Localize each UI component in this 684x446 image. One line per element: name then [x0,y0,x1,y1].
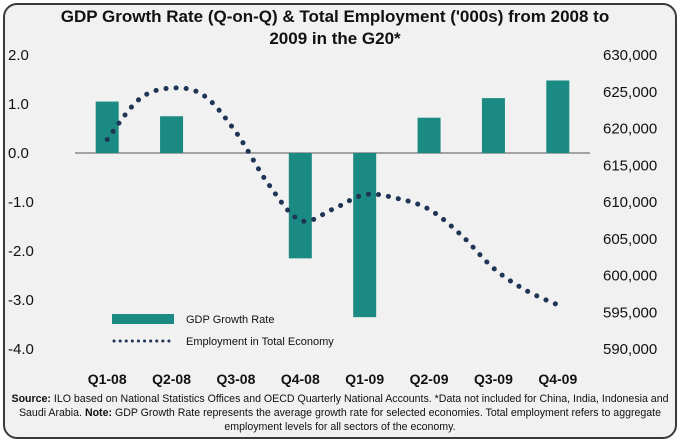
chart-frame [3,3,677,439]
line-layer [104,85,561,308]
right-tick-label: 610,000 [603,194,657,211]
right-tick-label: 620,000 [603,121,657,138]
source-text: ILO based on National Statistics Offices… [18,393,669,419]
left-tick-label: 2.0 [8,47,29,64]
gdp-bar [95,101,119,153]
right-tick-label: 600,000 [603,268,657,285]
note-text: GDP Growth Rate represents the average g… [112,407,662,433]
gdp-bar [546,80,570,153]
right-tick-label: 595,000 [603,304,657,321]
category-label: Q2-09 [410,371,449,387]
legend-label-gdp: GDP Growth Rate [186,314,274,326]
category-label: Q4-09 [538,371,577,387]
category-label: Q2-08 [152,371,191,387]
legend-label-employment: Employment in Total Economy [186,336,334,348]
gdp-bar [417,117,441,153]
gdp-bar [481,98,505,153]
category-label: Q3-08 [216,371,255,387]
right-tick-label: 625,000 [603,84,657,101]
right-tick-label: 590,000 [603,341,657,358]
category-label: Q1-08 [88,371,127,387]
right-tick-label: 630,000 [603,47,657,64]
left-tick-label: 0.0 [8,145,29,162]
category-label: Q4-08 [281,371,320,387]
bars-layer [95,80,570,318]
note-label: Note: [84,407,113,419]
right-tick-label: 605,000 [603,231,657,248]
gdp-bar [160,116,184,153]
footnote: Source: ILO based on National Statistics… [10,392,670,434]
gdp-bar [353,153,377,318]
category-label: Q1-09 [345,371,384,387]
left-tick-label: -2.0 [8,243,34,260]
axes-layer: 2.0 1.0 0.0 -1.0 -2.0 -3.0 -4.0 630,000 625,000 6… [8,47,657,387]
left-tick-label: -4.0 [8,341,34,358]
legend: GDP Growth Rate Employment in Total Econo… [112,314,334,348]
left-tick-label: -3.0 [8,292,34,309]
chart-title: GDP Growth Rate (Q-on-Q) & Total Employm… [60,7,610,48]
category-label: Q3-09 [474,371,513,387]
source-label: Source: [11,393,51,405]
left-tick-label: 1.0 [8,96,29,113]
legend-swatch-gdp [112,314,174,324]
gdp-bar [288,153,312,259]
left-tick-label: -1.0 [8,194,34,211]
employment-line [104,85,561,308]
right-tick-label: 615,000 [603,157,657,174]
